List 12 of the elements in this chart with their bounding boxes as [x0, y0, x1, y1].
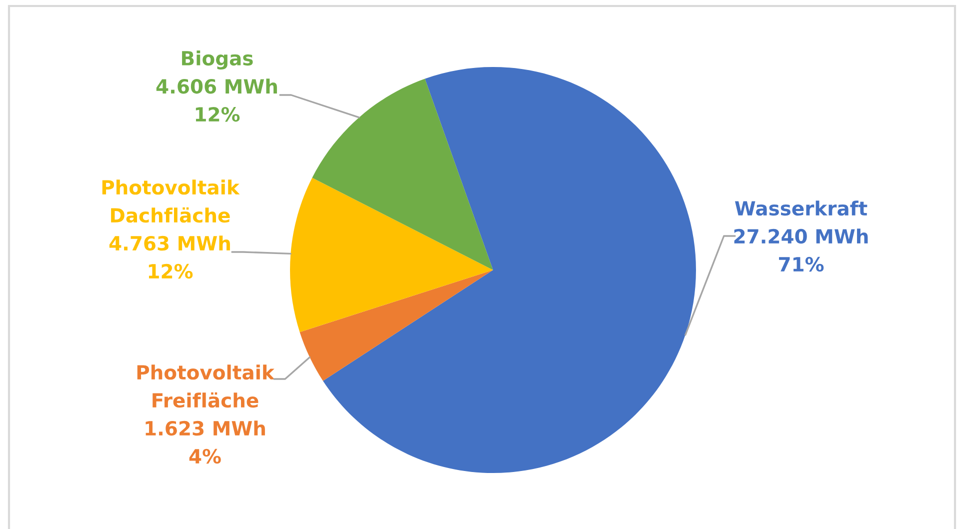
data-label: 4.763 MWh 12%: [109, 236, 230, 279]
slice-label: Photovoltaik Dachfläche: [102, 180, 240, 223]
pie-slice: [312, 78, 493, 270]
slice-label: Photovoltaik Freifläche: [137, 364, 275, 408]
data-label: 27.240 MWh 71%: [734, 228, 868, 272]
pie-slice: [290, 178, 493, 332]
data-label: 4.606 MWh 12%: [156, 78, 277, 122]
pie-slice: [322, 67, 696, 473]
pie-slice: [300, 270, 493, 381]
data-label: 1.623 MWh 4%: [146, 420, 265, 464]
slice-label: Wasserkraft: [734, 200, 868, 216]
slice-label: Biogas: [182, 50, 253, 70]
